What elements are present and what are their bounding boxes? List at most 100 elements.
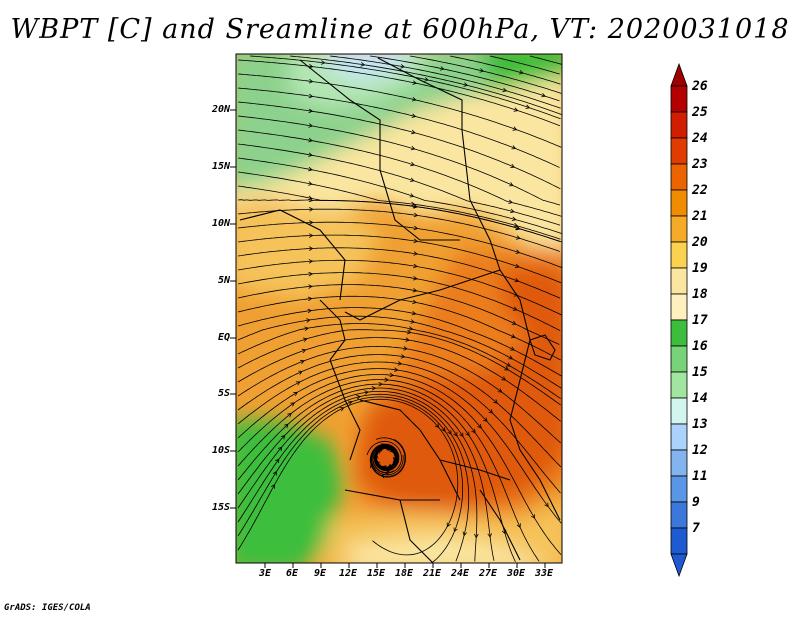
colorbar-swatch-21	[670, 215, 688, 243]
streamline-arrowhead	[497, 388, 503, 393]
streamline-arrowhead	[508, 199, 514, 204]
lon-label-15e: 15E	[366, 568, 386, 579]
streamline-arrowhead	[393, 367, 399, 372]
streamline-arrowhead	[270, 483, 275, 489]
lon-label-18e: 18E	[394, 568, 414, 579]
colorbar-label-20: 20	[692, 235, 708, 250]
streamline	[237, 157, 562, 234]
streamline-arrowhead	[364, 390, 369, 395]
colorbar-label-12: 12	[692, 443, 708, 458]
colorbar-label-19: 19	[692, 261, 708, 276]
lat-label-10n: 10N	[211, 218, 230, 229]
streamline-arrowhead	[453, 432, 458, 437]
colorbar-swatch-9	[670, 501, 688, 529]
streamline-arrowhead	[441, 427, 446, 432]
streamline-arrowhead	[302, 337, 308, 342]
streamline	[237, 374, 562, 555]
streamline-arrowhead	[410, 145, 416, 151]
colorbar-swatch-25	[670, 111, 688, 139]
streamline	[237, 307, 562, 377]
country-boundaries	[239, 57, 561, 563]
streamline-arrowhead	[510, 333, 516, 339]
streamline-arrowhead	[493, 399, 498, 404]
streamline-arrowhead	[309, 207, 314, 212]
map-frame	[235, 53, 563, 564]
streamline-arrowhead	[488, 409, 493, 414]
streamline-arrowhead	[306, 318, 311, 323]
streamline	[237, 73, 562, 148]
streamline-arrowhead	[439, 66, 445, 71]
streamline	[237, 129, 562, 217]
colorbar-label-22: 22	[692, 183, 708, 198]
streamline-arrowhead	[378, 381, 384, 387]
streamline	[237, 396, 463, 563]
streamline-arrowhead	[293, 391, 299, 396]
streamline-arrowhead	[300, 359, 305, 365]
colorbar-label-16: 16	[692, 339, 708, 354]
streamline-arrowhead	[508, 182, 514, 187]
streamline-arrowhead	[400, 354, 406, 359]
lat-label-15s: 15S	[211, 502, 230, 513]
streamline	[237, 143, 561, 226]
streamline-arrowhead	[506, 362, 511, 367]
streamline-arrowhead	[501, 529, 507, 535]
streamline-arrowhead	[410, 201, 416, 207]
colorbar-swatch-17	[670, 319, 688, 347]
streamline	[237, 323, 561, 399]
streamline-arrowhead	[412, 287, 418, 293]
axis-ticks	[230, 109, 546, 568]
streamline	[237, 361, 561, 494]
streamline	[237, 379, 540, 562]
lat-label-5n: 5N	[217, 275, 230, 286]
streamline-arrowhead	[501, 376, 507, 381]
streamline-arrowhead	[446, 522, 451, 528]
streamline	[329, 55, 561, 109]
streamline	[237, 171, 561, 240]
streamline-arrowhead	[515, 235, 521, 240]
streamline-arrowhead	[511, 145, 517, 150]
streamline-arrowhead	[307, 308, 313, 314]
streamline-arrowhead	[487, 533, 492, 538]
streamline-arrowhead	[413, 238, 419, 244]
streamline-arrowhead	[403, 346, 408, 351]
streamline-arrowhead	[356, 395, 362, 400]
streamline-arrowhead	[308, 271, 314, 277]
streamline-arrowhead	[410, 161, 416, 167]
streamline-arrowhead	[508, 355, 514, 360]
streamlines	[237, 55, 562, 563]
streamline-arrowhead	[308, 63, 314, 69]
footer-credit: GrADS: IGES/COLA	[4, 603, 91, 613]
streamline	[489, 55, 560, 75]
streamline-arrowhead	[277, 446, 283, 452]
colorbar-label-25: 25	[692, 105, 708, 120]
colorbar-swatch-20	[670, 241, 688, 269]
streamline-arrowhead	[515, 263, 520, 269]
lon-label-21e: 21E	[422, 568, 442, 579]
streamline-arrowhead	[405, 337, 410, 342]
deep-orange-east-strip	[500, 265, 562, 340]
streamline	[237, 368, 562, 524]
streamline-arrowhead	[408, 326, 414, 331]
streamline-arrowhead	[347, 400, 353, 405]
streamline-arrowhead	[513, 292, 519, 297]
colorbar-label-17: 17	[692, 313, 708, 328]
colorbar-swatch-23	[670, 163, 688, 191]
streamline-arrowhead	[371, 385, 377, 391]
streamline-arrowhead	[525, 104, 531, 109]
colorbar-swatch-13	[670, 423, 688, 451]
colorbar-top-arrow	[670, 62, 688, 87]
streamline	[237, 345, 561, 444]
streamline-arrowhead	[389, 372, 395, 378]
streamline	[237, 284, 560, 345]
colorbar-label-13: 13	[692, 417, 708, 432]
streamline-arrowhead	[459, 432, 464, 438]
streamline-arrowhead	[410, 319, 416, 324]
cream-band	[236, 76, 562, 249]
colorbar-swatch-26	[670, 85, 688, 113]
streamline-arrowhead	[504, 366, 510, 371]
streamline-arrowhead	[511, 320, 517, 325]
streamline-arrowhead	[510, 208, 515, 214]
streamline-arrowhead	[510, 163, 516, 168]
streamline	[237, 234, 562, 284]
streamline	[237, 398, 459, 556]
